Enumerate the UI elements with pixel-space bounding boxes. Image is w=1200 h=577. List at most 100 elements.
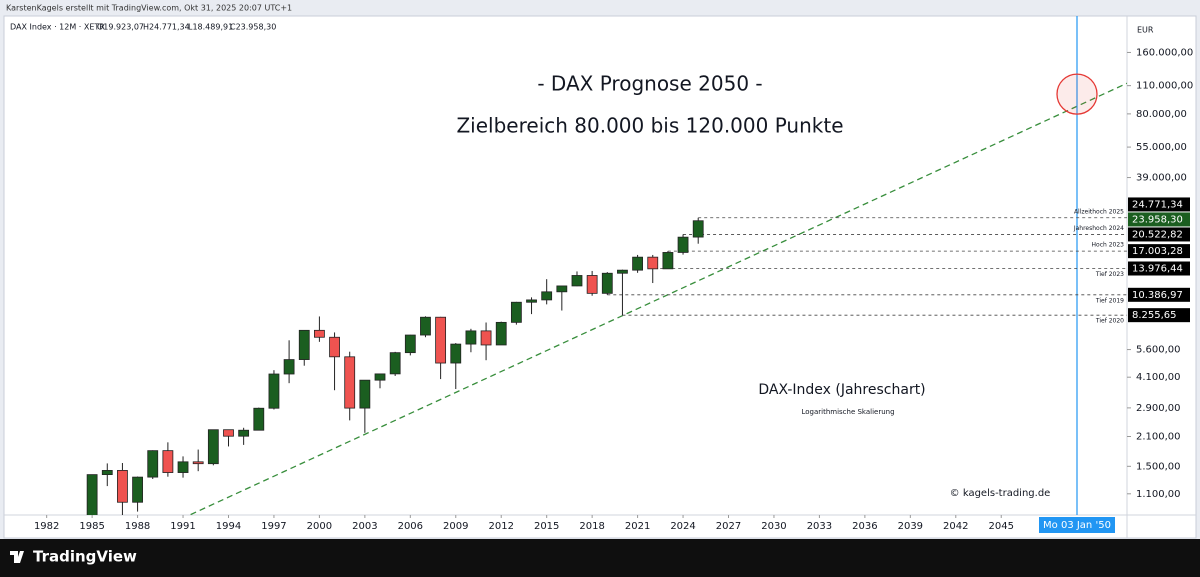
y-tick-label: 5.600,00 (1136, 345, 1181, 356)
candle-body (556, 285, 568, 293)
x-tick-label: 1988 (125, 521, 150, 532)
x-tick-label: 2009 (443, 521, 468, 532)
candle-body (329, 336, 340, 358)
candle-body (632, 256, 643, 271)
price-badge-label: 20.522,82 (1132, 229, 1183, 240)
candle-body (601, 272, 613, 294)
chart-frame (3, 15, 1197, 539)
y-tick-label: 39.000,00 (1136, 173, 1187, 184)
x-tick-label: 1997 (261, 521, 286, 532)
candle-body (586, 275, 598, 294)
price-badge-label: 23.958,30 (1132, 214, 1183, 225)
candle-body (192, 461, 204, 465)
candle-body (647, 256, 659, 270)
x-tick-label: 2030 (761, 521, 786, 532)
x-tick-label: 1994 (216, 521, 241, 532)
candle-body (420, 316, 431, 336)
candle-body (238, 429, 250, 437)
chart-subtitle: Zielbereich 80.000 bis 120.000 Punkte (456, 114, 843, 138)
x-tick-label: 2027 (716, 521, 741, 532)
x-tick-label: 2021 (625, 521, 650, 532)
y-tick-label: 80.000,00 (1136, 109, 1187, 120)
y-tick-label: 55.000,00 (1136, 142, 1187, 153)
candle-body (450, 343, 462, 364)
candle-body (314, 329, 325, 338)
candle-body (298, 329, 310, 360)
y-tick-label: 2.100,00 (1136, 431, 1181, 442)
y-tick-label: 110.000,00 (1136, 81, 1193, 92)
x-tick-label: 2042 (943, 521, 968, 532)
logo-icon (10, 551, 24, 563)
candle-body (117, 470, 128, 503)
crosshair-badge (1038, 517, 1115, 533)
price-line-label: Allzeithoch 2025 (1074, 208, 1124, 215)
y-tick-label: 160.000,00 (1136, 47, 1193, 58)
y-tick-label: 4.100,00 (1136, 372, 1181, 383)
annotation: DAX-Index (Jahreschart) (758, 382, 925, 398)
x-tick-label: 2012 (488, 521, 513, 532)
annotation: Logarithmische Skalierung (801, 408, 894, 416)
candle-body (510, 301, 522, 323)
y-tick-label: 1.500,00 (1136, 461, 1181, 472)
price-badge (1128, 227, 1190, 242)
candle-body (435, 316, 447, 364)
candle-body (253, 407, 265, 431)
legend-high: H24.771,34 (143, 23, 190, 32)
footer-logo: TradingView (33, 548, 137, 566)
price-badge (1128, 244, 1190, 259)
candle-body (480, 330, 492, 346)
price-line-label: Tief 2023 (1095, 271, 1124, 278)
candle-body (495, 321, 507, 346)
price-badge (1128, 287, 1190, 302)
x-tick-label: 2006 (398, 521, 423, 532)
legend-open: O19.923,07 (97, 23, 144, 32)
price-line-label: Tief 2019 (1095, 297, 1124, 304)
x-tick-label: 1991 (170, 521, 195, 532)
x-tick-label: 2000 (307, 521, 332, 532)
currency: EUR (1137, 26, 1154, 35)
header-text: KarstenKagels erstellt mit TradingView.c… (6, 4, 292, 13)
target-circle (1056, 73, 1098, 115)
price-line-label: Tief 2020 (1095, 318, 1124, 325)
x-tick-label: 1982 (34, 521, 59, 532)
candle-body (344, 356, 356, 409)
x-tick-label: 2033 (807, 521, 832, 532)
candle-body (662, 252, 674, 270)
legend-close: C23.958,30 (230, 23, 276, 32)
chart-title: - DAX Prognose 2050 - (537, 72, 762, 96)
candle-body (147, 450, 159, 478)
candle-body (526, 299, 537, 303)
candle-body (223, 429, 234, 437)
candle-body (389, 352, 401, 375)
price-badge (1128, 197, 1190, 212)
x-tick-label: 2039 (898, 521, 923, 532)
candle-body (177, 461, 189, 473)
candle-body (101, 470, 113, 476)
footer (0, 539, 1200, 577)
candle-body (268, 373, 280, 409)
crosshair-label: Mo 03 Jan '50 (1043, 520, 1111, 531)
candle-body (541, 291, 553, 301)
price-badge (1128, 308, 1190, 323)
candle-body (162, 450, 174, 473)
trendline (190, 82, 1127, 515)
price-badge-label: 13.976,44 (1132, 264, 1183, 275)
price-badge-label: 17.003,28 (1132, 246, 1183, 257)
candle-body (359, 379, 371, 409)
price-line-label: Hoch 2023 (1092, 242, 1125, 249)
price-badge-label: 24.771,34 (1132, 199, 1183, 210)
x-tick-label: 2003 (352, 521, 377, 532)
legend-low: L18.489,91 (188, 23, 233, 32)
x-tick-label: 2036 (852, 521, 877, 532)
x-tick-label: 2015 (534, 521, 559, 532)
price-badge-label: 8.255,65 (1132, 310, 1177, 321)
candle-body (283, 359, 295, 375)
price-line-label: Jahreshoch 2024 (1073, 225, 1124, 232)
candle-body (617, 269, 628, 274)
candle-body (404, 334, 416, 354)
candle-body (132, 476, 143, 503)
candle-body (571, 275, 583, 287)
candle-body (207, 429, 219, 465)
x-tick-label: 1985 (79, 521, 104, 532)
